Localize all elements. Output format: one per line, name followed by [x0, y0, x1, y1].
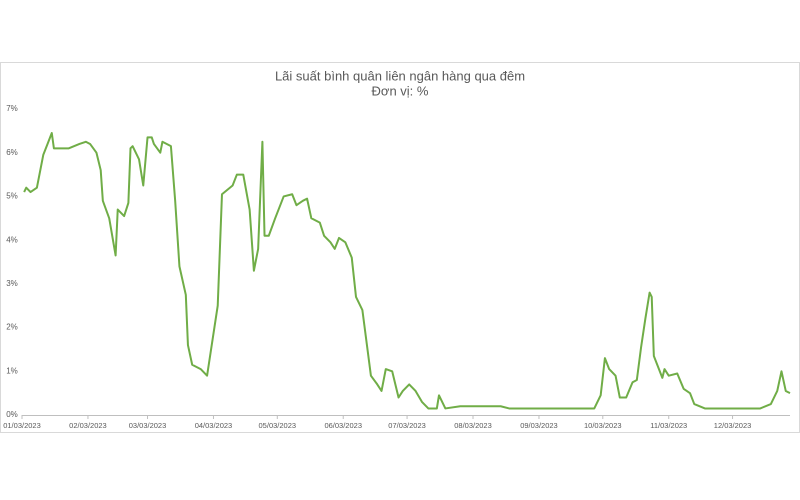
y-tick-label: 3% — [6, 279, 18, 288]
y-tick-label: 6% — [6, 148, 18, 157]
y-tick-label: 5% — [6, 192, 18, 201]
y-tick-label: 0% — [6, 410, 18, 419]
chart-subtitle: Đơn vị: % — [372, 83, 429, 98]
x-tick-label: 07/03/2023 — [388, 421, 426, 430]
y-tick-label: 1% — [6, 366, 18, 375]
x-tick-label: 06/03/2023 — [324, 421, 362, 430]
x-tick-label: 05/03/2023 — [259, 421, 297, 430]
y-tick-label: 7% — [6, 104, 18, 113]
x-tick-label: 12/03/2023 — [714, 421, 752, 430]
x-tick-label: 08/03/2023 — [454, 421, 492, 430]
series-line — [23, 132, 791, 410]
x-tick-label: 04/03/2023 — [195, 421, 233, 430]
x-tick-label: 03/03/2023 — [129, 421, 167, 430]
x-tick-label: 09/03/2023 — [520, 421, 558, 430]
x-tick-label: 01/03/2023 — [3, 421, 41, 430]
x-tick-label: 11/03/2023 — [650, 421, 687, 430]
y-tick-label: 2% — [6, 323, 18, 332]
x-tick-label: 10/03/2023 — [584, 421, 622, 430]
chart-title: Lãi suất bình quân liên ngân hàng qua đê… — [275, 68, 525, 83]
x-tick-label: 02/03/2023 — [69, 421, 107, 430]
y-tick-label: 4% — [6, 235, 18, 244]
